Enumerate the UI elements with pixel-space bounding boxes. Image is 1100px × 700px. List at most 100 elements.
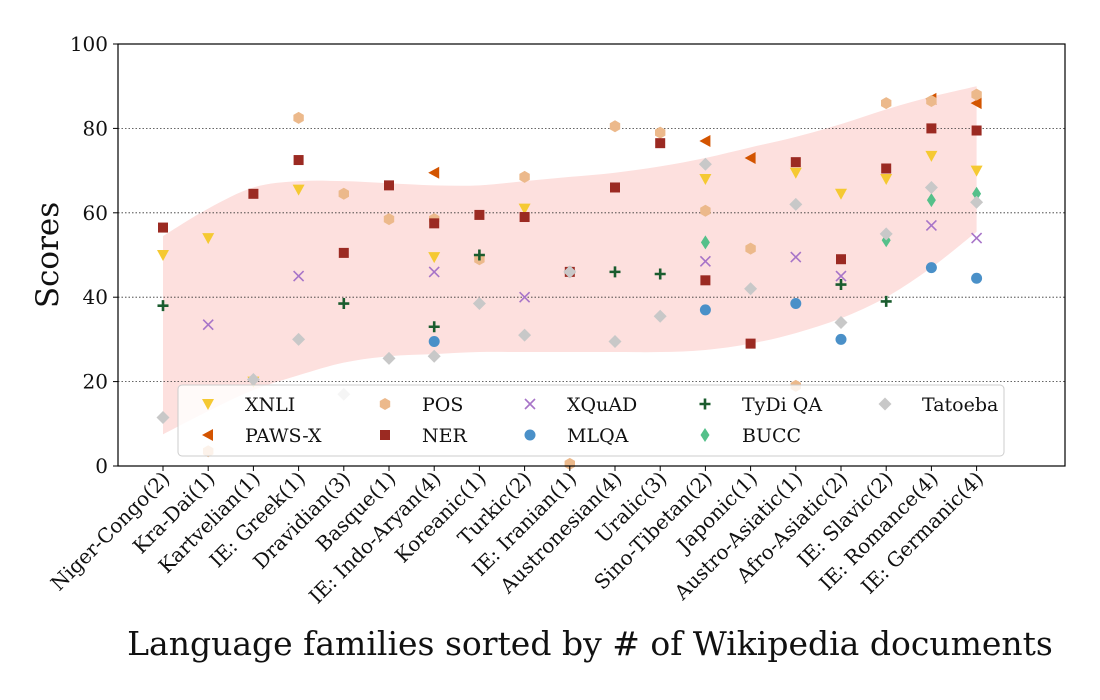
data-point (428, 336, 440, 348)
legend-label: POS (422, 394, 463, 416)
data-point (698, 157, 712, 171)
legend-label: PAWS-X (245, 425, 322, 447)
data-point (790, 298, 802, 310)
data-point (428, 252, 441, 264)
data-point (744, 282, 758, 296)
data-point (519, 212, 530, 223)
y-tick-label: 60 (83, 201, 108, 225)
data-point (836, 254, 846, 265)
data-point (790, 251, 802, 263)
data-point (971, 232, 983, 244)
data-point (655, 126, 666, 139)
data-point (971, 272, 983, 284)
data-point (926, 193, 936, 208)
data-point (879, 227, 893, 241)
legend-label: XNLI (245, 394, 295, 416)
data-point (745, 242, 756, 255)
data-point (156, 410, 170, 424)
data-point (925, 150, 938, 162)
data-point (293, 111, 304, 124)
series-xquad (202, 219, 983, 331)
data-point (293, 155, 304, 166)
data-point (293, 270, 305, 282)
confidence-band (163, 86, 977, 435)
series-mlqa (428, 262, 983, 348)
data-point (924, 180, 938, 194)
data-point (338, 247, 349, 258)
data-point (834, 316, 848, 330)
data-point (925, 262, 937, 274)
data-point (564, 457, 575, 470)
data-point (699, 135, 711, 148)
data-point (338, 187, 349, 200)
legend-marker (524, 398, 536, 410)
data-point (428, 166, 440, 179)
data-point (970, 97, 982, 110)
data-point (926, 123, 937, 134)
data-point (971, 125, 982, 136)
legend-label: NER (422, 425, 467, 447)
data-point (157, 250, 169, 261)
plot-frame (117, 43, 1066, 467)
legend-marker (699, 398, 711, 410)
data-point (382, 351, 396, 365)
legend-marker (700, 428, 710, 442)
data-point (246, 372, 260, 386)
data-point (202, 233, 215, 245)
legend-marker (878, 397, 892, 411)
legend-marker (380, 430, 390, 440)
legend-marker (202, 429, 213, 441)
data-point (835, 270, 847, 282)
legend-label: BUCC (742, 425, 801, 447)
data-point (653, 309, 667, 323)
data-point (428, 266, 440, 278)
legend-label: MLQA (567, 425, 629, 447)
data-point (789, 197, 803, 211)
data-point (608, 335, 622, 349)
data-point (518, 203, 531, 215)
data-point (202, 319, 214, 331)
data-point (519, 291, 531, 303)
data-point (563, 265, 577, 279)
data-point (745, 338, 756, 349)
data-point (835, 279, 847, 291)
data-point (744, 151, 756, 164)
data-point (880, 295, 892, 307)
x-axis-title: Language families sorted by # of Wikiped… (127, 624, 1053, 663)
data-point (970, 195, 984, 209)
data-point (384, 180, 394, 191)
legend-label: Tatoeba (922, 394, 998, 416)
y-tick-label: 20 (83, 370, 108, 394)
legend-marker (379, 398, 391, 410)
data-point (881, 97, 892, 110)
data-point (518, 328, 532, 342)
data-point (699, 304, 711, 316)
data-point (700, 275, 711, 286)
data-point (835, 333, 847, 345)
data-point (610, 182, 620, 193)
data-point (473, 249, 485, 261)
data-point (428, 321, 440, 333)
data-point (157, 300, 169, 312)
data-point (472, 297, 486, 311)
data-point (383, 213, 395, 226)
data-point (972, 186, 982, 201)
data-point (970, 165, 983, 177)
data-point (700, 235, 710, 250)
series-paws-x (428, 92, 982, 179)
legend-marker (524, 429, 536, 441)
data-point (925, 219, 937, 232)
data-point (926, 94, 937, 107)
legend-marker (202, 399, 214, 410)
series-tatoeba (156, 157, 984, 424)
data-point (699, 255, 711, 267)
data-point (292, 332, 306, 346)
data-point (700, 204, 711, 217)
data-point (474, 209, 485, 220)
data-point (790, 157, 801, 168)
data-point (338, 298, 350, 310)
y-axis-title: Scores (30, 202, 66, 308)
y-tick-label: 100 (70, 32, 108, 56)
